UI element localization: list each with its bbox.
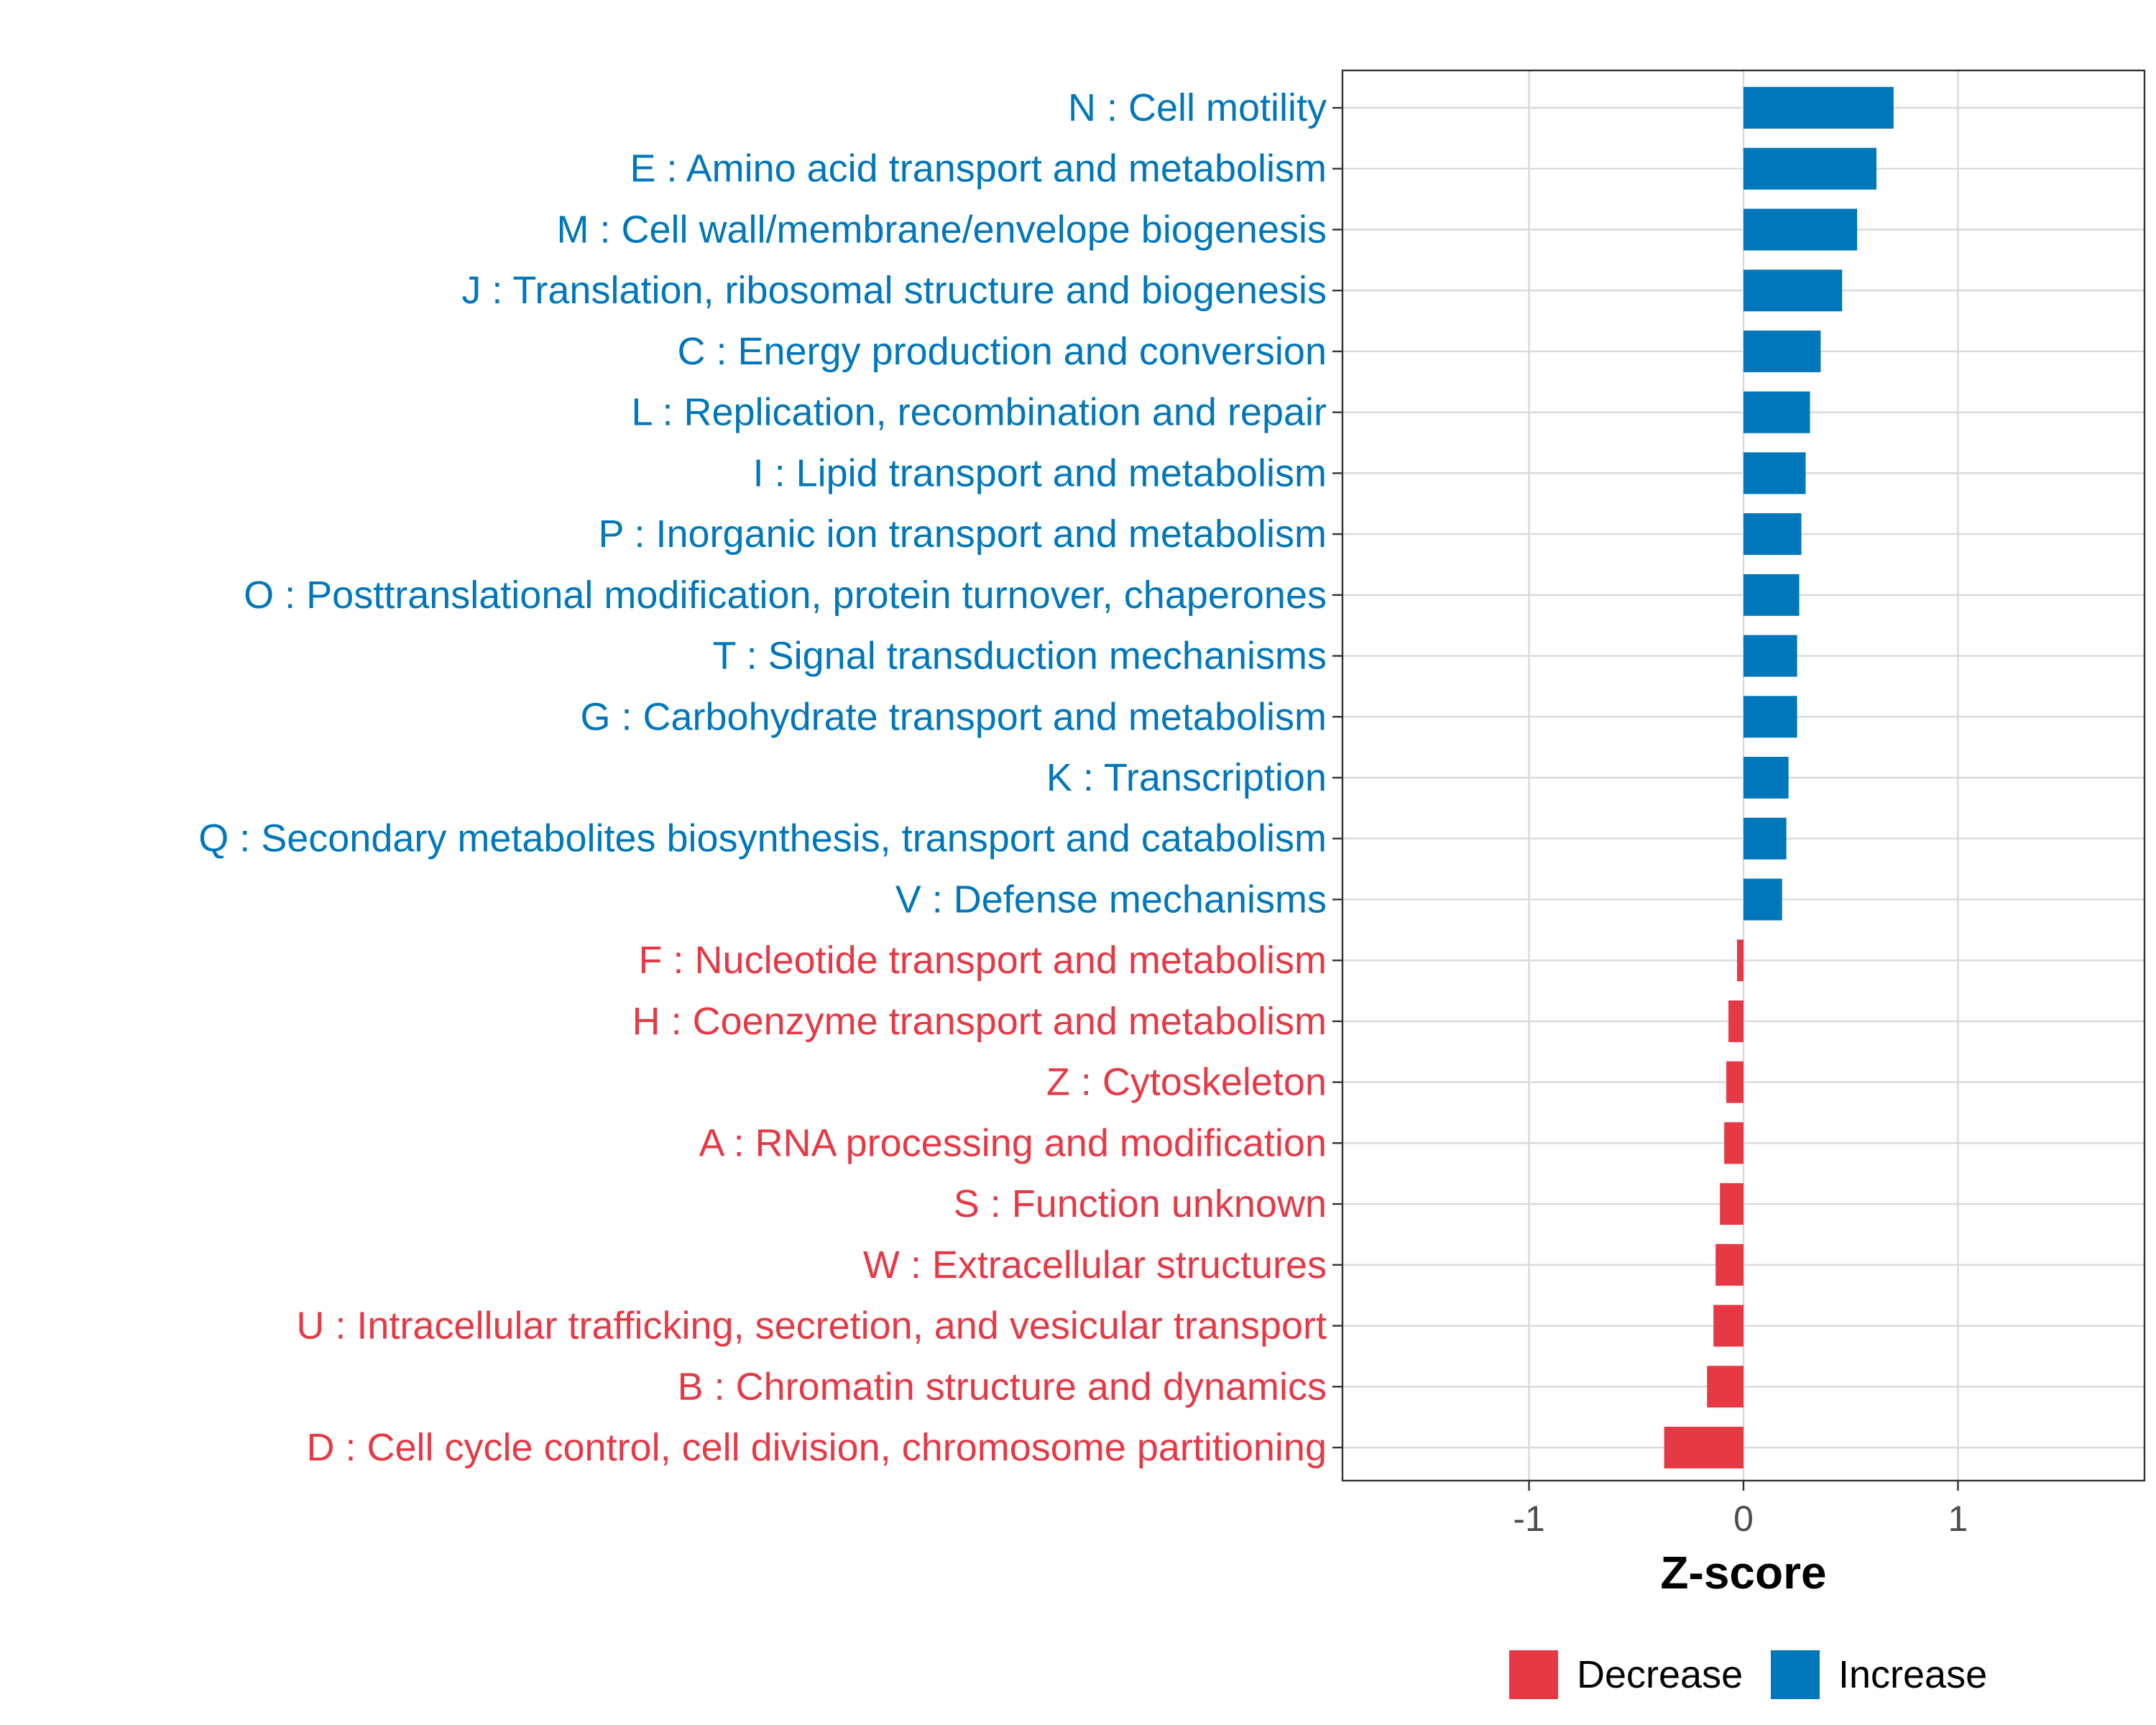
legend: Decrease Increase [1509,1650,1987,1699]
bar [1728,1000,1743,1042]
category-label: B : Chromatin structure and dynamics [678,1365,1327,1408]
category-label: D : Cell cycle control, cell division, c… [306,1426,1327,1469]
category-label: A : RNA processing and modification [699,1121,1327,1164]
bar [1743,757,1789,799]
bar [1743,878,1782,921]
bar [1707,1366,1743,1408]
x-tick-label: 0 [1733,1499,1754,1539]
bar [1743,330,1821,372]
bar [1715,1243,1743,1286]
bar [1743,270,1843,312]
bar [1743,87,1894,129]
bar [1724,1122,1743,1164]
x-axis: -1 0 1 [1513,1481,1968,1539]
bar [1743,574,1800,616]
category-label: Q : Secondary metabolites biosynthesis, … [198,817,1327,860]
legend-swatch-increase [1771,1650,1820,1699]
x-tick-label: -1 [1513,1499,1544,1539]
category-label: H : Coenzyme transport and metabolism [632,1000,1327,1043]
bar [1743,452,1806,494]
bars [1664,87,1894,1468]
x-tick-label: 1 [1948,1499,1968,1539]
category-label: L : Replication, recombination and repai… [631,391,1327,434]
bar [1713,1305,1743,1347]
bar [1743,817,1787,860]
category-label: E : Amino acid transport and metabolism [630,147,1327,190]
category-label: F : Nucleotide transport and metabolism [639,939,1327,982]
x-axis-title: Z-score [1660,1547,1826,1598]
bar [1726,1061,1743,1103]
bar [1743,391,1810,433]
legend-label-increase: Increase [1838,1653,1987,1696]
category-label: Z : Cytoskeleton [1046,1061,1327,1104]
category-label: N : Cell motility [1068,86,1327,129]
legend-label-decrease: Decrease [1577,1653,1743,1696]
bar [1720,1183,1743,1225]
category-label: M : Cell wall/membrane/envelope biogenes… [556,208,1327,251]
category-label: W : Extracellular structures [863,1243,1327,1287]
category-label: K : Transcription [1046,756,1327,799]
category-label: G : Carbohydrate transport and metabolis… [581,695,1327,738]
category-label: O : Posttranslational modification, prot… [244,574,1327,617]
category-label: J : Translation, ribosomal structure and… [461,269,1327,312]
category-label: C : Energy production and conversion [677,330,1327,373]
category-label: S : Function unknown [954,1182,1327,1225]
legend-swatch-decrease [1509,1650,1558,1699]
bar [1743,147,1877,190]
bar [1743,208,1858,251]
bar [1737,939,1743,982]
category-label: T : Signal transduction mechanisms [713,635,1327,678]
bar [1664,1427,1743,1468]
bar [1743,513,1802,556]
y-axis: N : Cell motility E : Amino acid transpor… [198,86,1342,1469]
category-label: P : Inorganic ion transport and metaboli… [598,512,1327,556]
category-label: I : Lipid transport and metabolism [753,451,1327,494]
category-label: V : Defense mechanisms [895,878,1327,921]
bar [1743,635,1797,677]
category-label: U : Intracellular trafficking, secretion… [296,1305,1327,1348]
bar [1743,696,1797,738]
